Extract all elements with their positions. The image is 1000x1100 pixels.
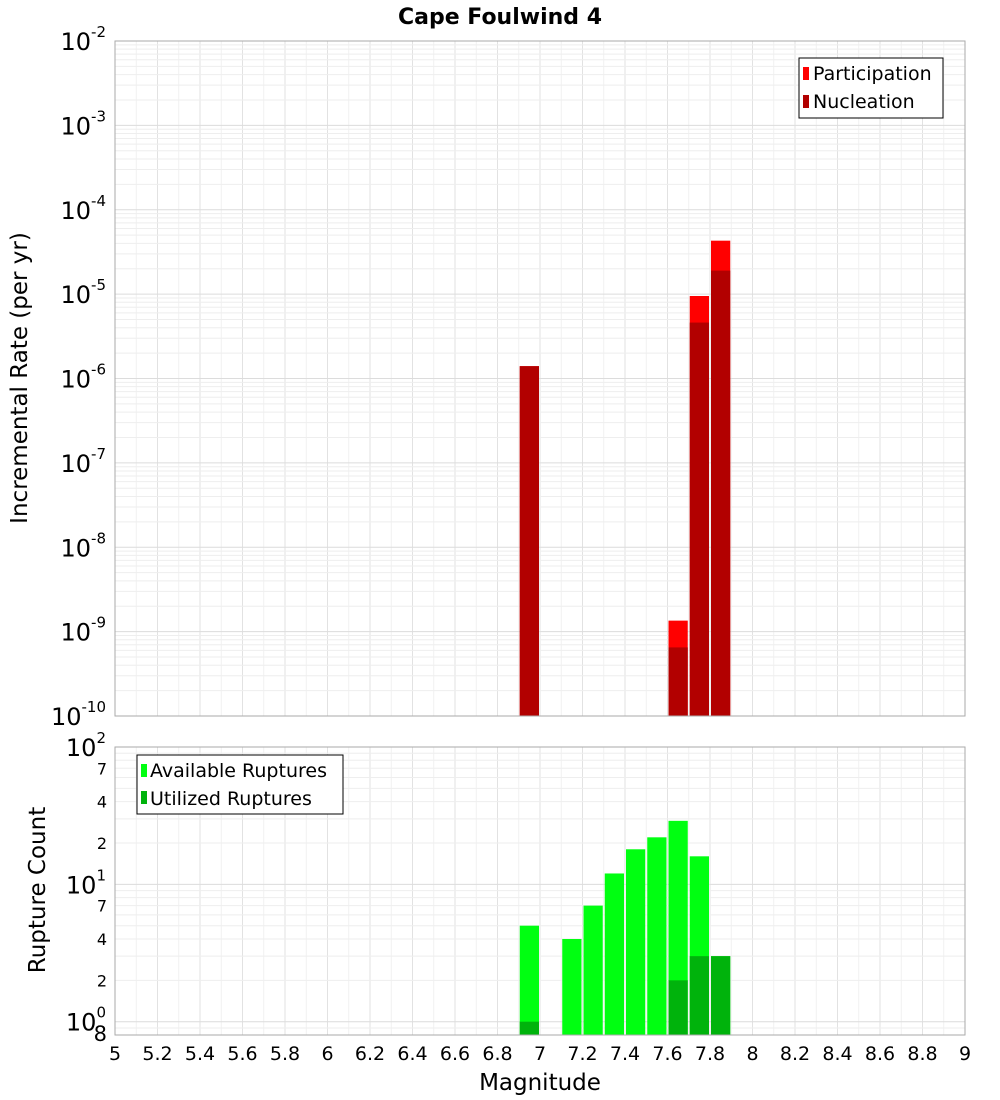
- top-plot-frame: [114, 40, 966, 717]
- top-y-tick-label: 10-7: [60, 445, 106, 478]
- x-tick-label: 6: [321, 1043, 333, 1065]
- top-y-tick-label: 10-4: [60, 192, 106, 225]
- x-tick-label: 8: [746, 1043, 758, 1065]
- x-tick-label: 8.8: [907, 1043, 937, 1065]
- top-y-tick-label: 10-5: [60, 276, 106, 309]
- bottom-y-minor-tick-label: 4: [97, 793, 107, 812]
- x-tick-label: 5: [109, 1043, 121, 1065]
- top-y-axis-label: Incremental Rate (per yr): [7, 232, 33, 524]
- x-tick-label: 7.8: [695, 1043, 725, 1065]
- utilized-ruptures-bar: [689, 956, 709, 1035]
- available-ruptures-bar: [519, 925, 539, 1035]
- x-tick-label: 7.4: [610, 1043, 640, 1065]
- available-ruptures-bar: [626, 849, 646, 1035]
- available-ruptures-bar: [647, 837, 667, 1035]
- x-tick-label: 8.6: [865, 1043, 895, 1065]
- nucleation-bar: [711, 270, 731, 716]
- bottom-panel: 100 101 102 8 2 4 7 2 4 7 5 5.2 5.4 5.6 5.8 6 6.2 6.4 6.6…: [66, 729, 971, 1065]
- x-tick-label: 6.2: [355, 1043, 385, 1065]
- top-panel: 10-10 10-9 10-8 10-7 10-6 10-5 10-4 10-3 10-2 Pa…: [51, 23, 966, 731]
- x-tick-label: 5.2: [142, 1043, 172, 1065]
- bottom-legend-box: [136, 754, 344, 815]
- x-tick-label: 5.8: [270, 1043, 300, 1065]
- bottom-y-axis-label: Rupture Count: [25, 807, 51, 973]
- top-legend-box: [798, 57, 944, 119]
- participation-legend-swatch: [803, 67, 809, 80]
- available-ruptures-bar: [583, 905, 603, 1035]
- nucleation-legend-swatch: [803, 95, 809, 108]
- bottom-legend: Available Ruptures Utilized Ruptures: [136, 754, 344, 815]
- bottom-y-minor-tick-label: 8: [94, 1022, 107, 1046]
- x-tick-label: 5.6: [227, 1043, 257, 1065]
- bottom-y-tick-label: 101: [66, 866, 106, 899]
- utilized-ruptures-legend-swatch: [141, 791, 147, 804]
- available-ruptures-legend-label: Available Ruptures: [150, 760, 327, 782]
- x-tick-label: 6.4: [397, 1043, 427, 1065]
- utilized-ruptures-bar: [711, 956, 731, 1035]
- participation-legend-label: Participation: [813, 63, 932, 85]
- nucleation-bar: [519, 366, 539, 716]
- x-tick-label: 7.2: [567, 1043, 597, 1065]
- x-tick-label: 6.6: [440, 1043, 470, 1065]
- bottom-y-minor-tick-label: 4: [97, 930, 107, 949]
- available-ruptures-bar: [604, 873, 624, 1035]
- x-tick-label: 6.8: [482, 1043, 512, 1065]
- nucleation-legend-label: Nucleation: [813, 91, 915, 113]
- utilized-ruptures-bar: [668, 980, 688, 1035]
- bottom-y-tick-label: 100: [66, 1004, 106, 1037]
- bottom-y-minor-tick-label: 2: [97, 834, 107, 853]
- nucleation-bar: [668, 647, 688, 716]
- utilized-ruptures-bar: [519, 1021, 539, 1035]
- top-legend: Participation Nucleation: [798, 57, 944, 119]
- top-y-tick-label: 10-9: [60, 614, 106, 647]
- x-axis-label: Magnitude: [479, 1070, 601, 1096]
- nucleation-bar: [689, 322, 709, 716]
- bottom-y-minor-tick-label: 7: [97, 897, 107, 916]
- x-tick-label: 8.2: [780, 1043, 810, 1065]
- x-tick-label: 5.4: [185, 1043, 215, 1065]
- utilized-ruptures-legend-label: Utilized Ruptures: [150, 788, 312, 810]
- available-ruptures-legend-swatch: [141, 764, 147, 777]
- top-y-tick-label: 10-2: [60, 23, 106, 56]
- chart-title: Cape Foulwind 4: [398, 5, 602, 30]
- top-y-tick-label: 10-6: [60, 361, 106, 394]
- x-tick-label: 7: [534, 1043, 546, 1065]
- bottom-y-minor-tick-label: 7: [97, 759, 107, 778]
- bottom-y-tick-label: 102: [66, 729, 106, 762]
- x-tick-label: 9: [959, 1043, 971, 1065]
- bottom-plot-frame: [114, 746, 966, 1036]
- x-tick-label: 7.6: [652, 1043, 682, 1065]
- top-y-tick-label: 10-10: [51, 698, 106, 731]
- available-ruptures-bar: [562, 939, 582, 1035]
- top-y-tick-label: 10-8: [60, 529, 106, 562]
- x-tick-label: 8.4: [822, 1043, 852, 1065]
- top-y-tick-label: 10-3: [60, 107, 106, 140]
- bottom-y-minor-tick-label: 2: [97, 971, 107, 990]
